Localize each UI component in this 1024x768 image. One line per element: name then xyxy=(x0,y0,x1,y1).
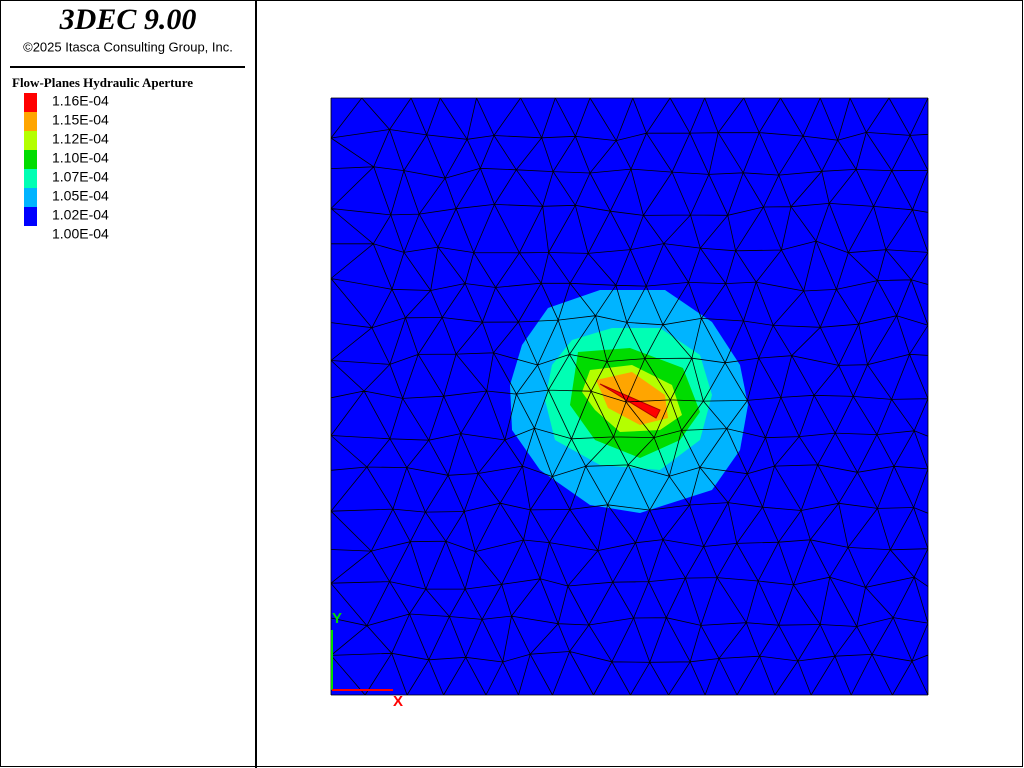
legend-label: 1.15E-04 xyxy=(52,112,109,128)
x-axis-label: X xyxy=(393,693,403,710)
legend-swatch xyxy=(24,188,37,207)
legend-swatch xyxy=(24,150,37,169)
legend-swatch xyxy=(24,93,37,112)
mesh xyxy=(330,97,929,696)
legend-label: 1.10E-04 xyxy=(52,150,109,166)
legend-label: 1.02E-04 xyxy=(52,207,109,223)
legend: 1.16E-04 1.15E-04 1.12E-04 1.10E-04 1.07E-04… xyxy=(24,93,109,242)
legend-label: 1.07E-04 xyxy=(52,169,109,185)
y-axis-label: Y xyxy=(332,610,342,627)
legend-label: 1.16E-04 xyxy=(52,93,109,109)
legend-label: 1.00E-04 xyxy=(52,226,109,242)
plot xyxy=(330,97,929,696)
legend-swatch xyxy=(24,207,37,226)
legend-swatch xyxy=(24,112,37,131)
app-title: 3DEC 9.00 xyxy=(59,3,197,36)
legend-swatch xyxy=(24,169,37,188)
legend-label: 1.05E-04 xyxy=(52,188,109,204)
legend-title: Flow-Planes Hydraulic Aperture xyxy=(12,75,193,90)
contour xyxy=(599,383,661,419)
mesh-lines xyxy=(330,97,929,696)
legend-swatch xyxy=(24,131,37,150)
legend-label: 1.12E-04 xyxy=(52,131,109,147)
copyright: ©2025 Itasca Consulting Group, Inc. xyxy=(23,39,233,54)
